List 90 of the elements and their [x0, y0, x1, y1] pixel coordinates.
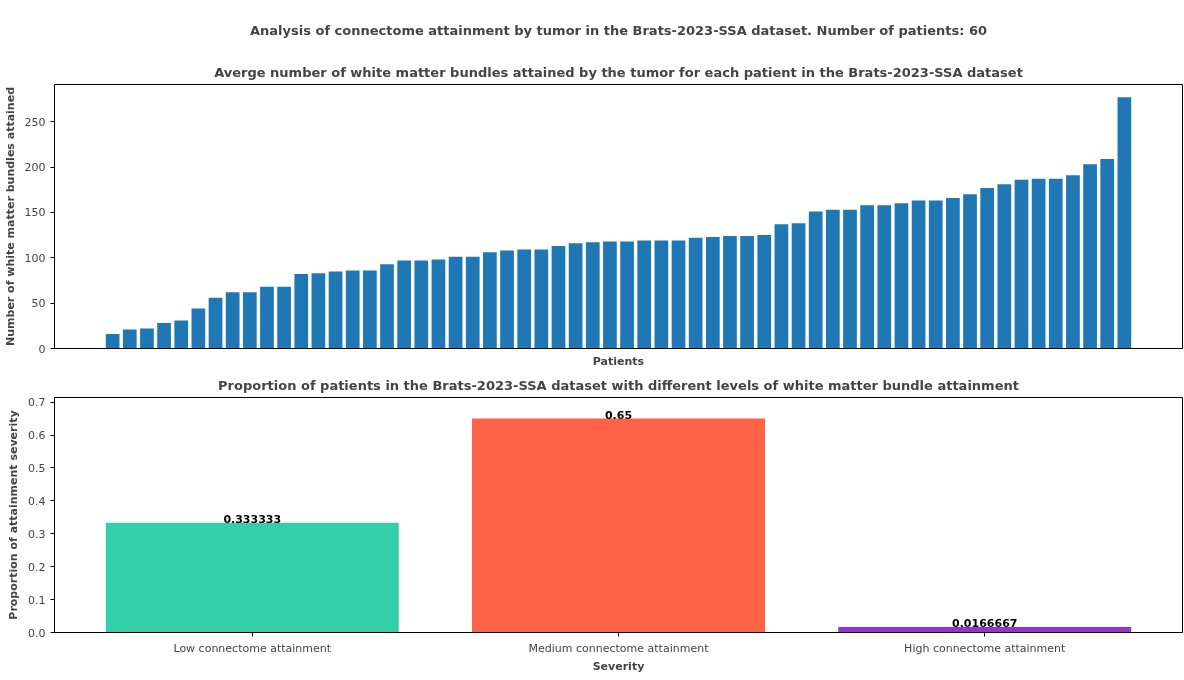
- y-tick-label: 0.2: [28, 560, 46, 574]
- bar: [654, 240, 669, 349]
- bar: [534, 249, 549, 349]
- y-tick-label: 0.6: [28, 429, 46, 443]
- bar: [362, 270, 377, 349]
- bar: [1014, 179, 1029, 349]
- bar: [620, 241, 634, 349]
- bar: [105, 333, 120, 349]
- bar: [1048, 178, 1063, 349]
- bar: [500, 250, 514, 349]
- bar: [723, 236, 737, 349]
- bar: [397, 260, 412, 349]
- bar: [808, 211, 823, 349]
- y-tick-label: 250: [24, 115, 46, 129]
- bar: [928, 200, 943, 349]
- bar: [311, 273, 326, 349]
- data-label: 0.65: [604, 408, 633, 422]
- y-tick-label: 0.0: [28, 626, 46, 640]
- bar: [997, 184, 1012, 349]
- y-tick-label: 0.5: [28, 461, 46, 475]
- bar: [877, 205, 892, 349]
- bar: [472, 418, 765, 633]
- bar: [1066, 175, 1080, 349]
- chart-subtitle: Averge number of white matter bundles attained by the tumor for each patient in the Brats-2023-SSA dataset: [214, 64, 1023, 80]
- bar: [603, 241, 617, 349]
- x-tick-label: High connectome attainment: [904, 641, 1067, 655]
- y-tick-label: 0.4: [28, 494, 46, 508]
- bar: [671, 240, 686, 349]
- bar: [637, 240, 652, 349]
- bar: [208, 297, 223, 349]
- bar: [843, 209, 857, 349]
- bar: [825, 209, 840, 349]
- bar: [448, 256, 463, 349]
- bar: [894, 203, 909, 349]
- bar: [551, 245, 566, 349]
- data-label: 0.0166667: [952, 617, 1018, 631]
- bar: [483, 252, 497, 349]
- bar: [174, 320, 189, 349]
- bar: [838, 627, 1132, 633]
- bar: [277, 286, 291, 349]
- x-axis-title: Patients: [592, 354, 645, 368]
- bar: [568, 243, 583, 349]
- bar: [860, 205, 875, 349]
- bar: [328, 271, 343, 349]
- bar: [294, 274, 309, 349]
- bar: [1117, 97, 1132, 349]
- bar: [980, 187, 995, 349]
- y-tick-label: 0.1: [28, 593, 46, 607]
- y-tick-label: 150: [24, 206, 46, 220]
- bar: [740, 236, 754, 349]
- bar: [140, 328, 154, 349]
- bar: [414, 260, 429, 349]
- bar: [157, 323, 171, 349]
- y-tick-label: 0.3: [28, 527, 46, 541]
- bar: [191, 308, 206, 349]
- bar: [345, 270, 360, 349]
- bar: [585, 242, 600, 349]
- bar: [911, 200, 926, 349]
- y-tick-label: 200: [24, 161, 46, 175]
- bar: [465, 256, 480, 349]
- bar: [791, 223, 806, 349]
- x-axis-title: Severity: [592, 659, 645, 673]
- y-tick-label: 0.7: [28, 396, 46, 410]
- bar: [122, 329, 137, 349]
- bar: [1100, 158, 1115, 349]
- bar: [1083, 164, 1097, 349]
- bar: [517, 249, 532, 349]
- bar: [105, 522, 399, 633]
- bar: [431, 259, 446, 349]
- data-label: 0.333333: [223, 512, 282, 526]
- chart-title: Proportion of patients in the Brats-2023-SSA dataset with different levels of white matter bundle attainment: [218, 377, 1019, 393]
- bar: [705, 236, 720, 349]
- bar: [688, 237, 703, 349]
- bar: [380, 264, 394, 349]
- bar: [1031, 178, 1046, 349]
- bar: [242, 292, 257, 349]
- y-axis-title: Number of white matter bundles attained: [3, 86, 17, 346]
- y-tick-label: 0: [38, 342, 46, 356]
- bar: [963, 194, 977, 349]
- x-tick-label: Low connectome attainment: [173, 641, 332, 655]
- bar: [774, 224, 789, 349]
- y-tick-label: 50: [31, 297, 46, 311]
- bar: [260, 286, 274, 349]
- y-axis-title: Proportion of attainment severity: [7, 410, 21, 620]
- bar: [946, 197, 960, 349]
- bar: [225, 292, 240, 349]
- chart-title: Analysis of connectome attainment by tumor in the Brats-2023-SSA dataset. Number of patients: 60: [249, 22, 988, 38]
- y-tick-label: 100: [24, 251, 46, 265]
- x-tick-label: Medium connectome attainment: [528, 641, 710, 655]
- bar: [757, 235, 772, 349]
